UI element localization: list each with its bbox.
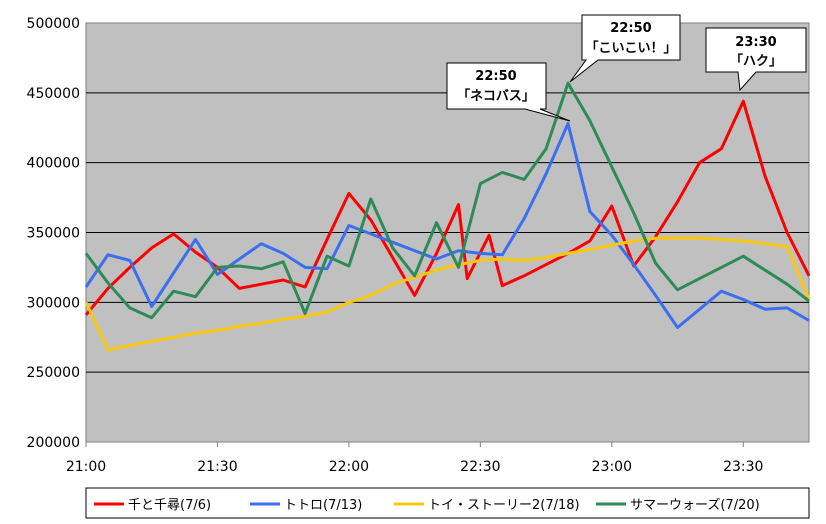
series-line-4 — [84, 81, 810, 320]
x-tick-label-4: 23:00 — [592, 459, 632, 475]
series-line-3 — [84, 236, 811, 352]
legend-label-3: トイ・ストーリー2(7/18) — [428, 498, 580, 513]
callout-nekobasu-time: 22:50 — [475, 69, 516, 84]
legend-label-4: サマーウォーズ(7/20) — [630, 497, 760, 513]
callout-koikoi: 22:50 「こいこい！」 — [569, 14, 681, 83]
callout-haku: 23:30 「ハク」 — [705, 27, 807, 92]
callout-haku-time: 23:30 — [735, 35, 776, 50]
y-tick-label-1: 250000 — [27, 365, 80, 381]
y-tick-label-5: 450000 — [27, 86, 80, 102]
callout-koikoi-time: 22:50 — [610, 21, 651, 36]
legend: 千と千尋(7/6) トトロ(7/13) トイ・ストーリー2(7/18) サマーウ… — [85, 487, 810, 519]
legend-label-2: トトロ(7/13) — [284, 498, 362, 513]
x-tick-label-3: 22:30 — [460, 459, 500, 475]
callout-nekobasu-box — [446, 62, 571, 122]
y-tick-label-3: 350000 — [27, 226, 80, 242]
legend-item-4: サマーウォーズ(7/20) — [596, 497, 760, 513]
series-group — [84, 81, 811, 352]
x-axis-ticks: 21:00 21:30 22:00 22:30 23:00 23:30 — [66, 442, 763, 475]
callout-koikoi-box — [569, 14, 681, 83]
y-tick-label-2: 300000 — [27, 295, 80, 311]
x-tick-label-1: 21:30 — [197, 459, 237, 475]
callout-haku-box — [705, 27, 807, 92]
callout-nekobasu: 22:50 「ネコバス」 — [446, 62, 571, 122]
callout-koikoi-label: 「こいこい！」 — [585, 40, 676, 56]
legend-item-3: トイ・ストーリー2(7/18) — [394, 498, 580, 513]
callout-haku-label: 「ハク」 — [730, 53, 782, 69]
x-tick-label-2: 22:00 — [329, 459, 369, 475]
x-tick-label-5: 23:30 — [723, 459, 763, 475]
y-tick-label-0: 200000 — [27, 435, 80, 451]
legend-item-1: 千と千尋(7/6) — [94, 498, 211, 513]
series-line-2 — [84, 122, 810, 329]
legend-box — [85, 487, 810, 519]
y-tick-label-6: 500000 — [27, 16, 80, 32]
y-axis-ticks: 200000 250000 300000 350000 400000 450000 5000… — [27, 16, 80, 451]
x-tick-label-0: 21:00 — [66, 459, 106, 475]
legend-label-1: 千と千尋(7/6) — [128, 498, 211, 513]
y-tick-label-4: 400000 — [27, 156, 80, 172]
callout-nekobasu-label: 「ネコバス」 — [457, 88, 535, 104]
legend-item-2: トトロ(7/13) — [250, 498, 362, 513]
